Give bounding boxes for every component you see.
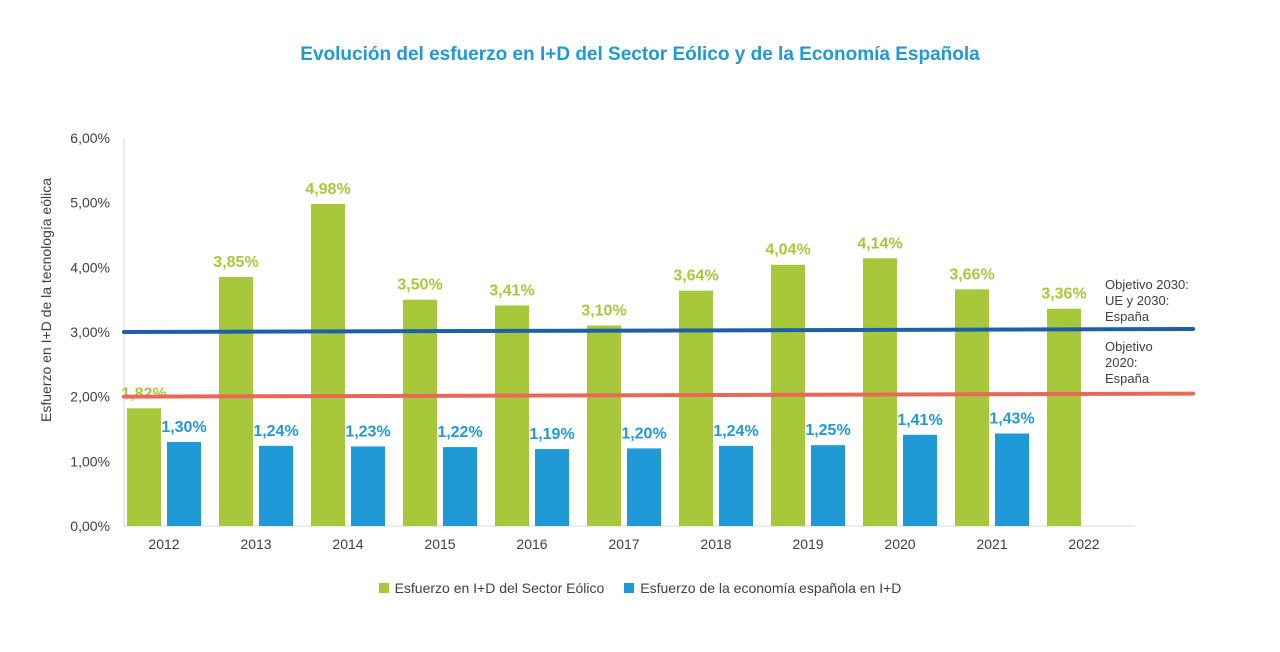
reference-label-2020: España <box>1105 371 1150 386</box>
data-label-wind: 3,66% <box>949 266 994 283</box>
data-label-economy: 1,43% <box>989 411 1034 428</box>
data-label-wind: 3,10% <box>581 303 626 320</box>
bar-wind <box>863 258 897 526</box>
bar-economy <box>903 434 937 526</box>
data-label-economy: 1,24% <box>713 423 758 440</box>
bar-economy <box>995 433 1029 526</box>
reference-label-2030: UE y 2030: <box>1105 293 1169 308</box>
data-label-economy: 1,41% <box>897 412 942 429</box>
reference-line-2030 <box>122 327 1195 334</box>
data-label-wind: 4,98% <box>305 181 350 198</box>
bar-wind <box>955 289 989 526</box>
data-label-wind: 1,82% <box>121 385 166 402</box>
x-tick-label: 2019 <box>792 536 823 552</box>
legend-swatch-economy <box>624 583 635 593</box>
data-label-wind: 4,14% <box>857 235 902 252</box>
bar-wind <box>219 277 253 526</box>
bar-economy <box>443 447 477 526</box>
y-tick-label: 4,00% <box>70 259 110 275</box>
bar-wind <box>403 299 437 526</box>
bar-economy <box>167 441 201 526</box>
y-tick-label: 1,00% <box>70 453 110 469</box>
y-tick-label: 6,00% <box>70 130 110 146</box>
bar-economy <box>259 445 293 526</box>
reference-line-2020 <box>122 391 1195 399</box>
data-label-economy: 1,23% <box>345 423 390 440</box>
y-tick-label: 2,00% <box>70 389 110 405</box>
x-tick-label: 2015 <box>424 536 455 552</box>
y-tick-label: 5,00% <box>70 195 110 211</box>
bar-economy <box>351 446 385 526</box>
legend-label-economy: Esfuerzo de la economía española en I+D <box>640 580 902 596</box>
data-label-wind: 3,50% <box>397 277 442 294</box>
bar-wind <box>311 203 345 526</box>
data-label-wind: 4,04% <box>765 242 810 259</box>
y-tick-label: 0,00% <box>70 518 110 534</box>
bar-economy <box>627 448 661 526</box>
data-label-wind: 3,64% <box>673 268 718 285</box>
x-tick-label: 2014 <box>332 536 363 552</box>
y-tick-label: 3,00% <box>70 324 110 340</box>
reference-label-2030: Objetivo 2030: <box>1105 277 1189 292</box>
legend-swatch-wind <box>378 583 389 593</box>
data-label-economy: 1,25% <box>805 422 850 439</box>
x-tick-label: 2012 <box>148 536 179 552</box>
x-tick-label: 2016 <box>516 536 547 552</box>
bar-wind <box>1047 308 1081 526</box>
data-label-economy: 1,30% <box>161 419 206 436</box>
legend: Esfuerzo en I+D del Sector Eólico Esfuer… <box>0 580 1280 596</box>
x-tick-label: 2013 <box>240 536 271 552</box>
chart-title: Evolución del esfuerzo en I+D del Sector… <box>300 44 980 65</box>
reference-label-2020: 2020: <box>1105 355 1138 370</box>
legend-item-wind: Esfuerzo en I+D del Sector Eólico <box>378 580 605 596</box>
reference-label-2030: España <box>1105 309 1150 324</box>
data-label-economy: 1,24% <box>253 423 298 440</box>
legend-label-wind: Esfuerzo en I+D del Sector Eólico <box>394 580 605 596</box>
data-label-wind: 3,41% <box>489 282 534 299</box>
reference-label-2020: Objetivo <box>1105 339 1153 354</box>
bar-wind <box>679 290 713 526</box>
x-tick-label: 2021 <box>976 536 1007 552</box>
bar-economy <box>811 445 845 526</box>
legend-item-economy: Esfuerzo de la economía española en I+D <box>624 580 901 596</box>
bar-wind <box>495 305 529 526</box>
data-label-economy: 1,20% <box>621 425 666 442</box>
bar-economy <box>719 445 753 526</box>
data-label-economy: 1,22% <box>437 424 482 441</box>
data-label-wind: 3,36% <box>1041 286 1086 303</box>
x-tick-label: 2017 <box>608 536 639 552</box>
data-label-economy: 1,19% <box>529 426 574 443</box>
x-tick-label: 2020 <box>884 536 915 552</box>
x-tick-label: 2018 <box>700 536 731 552</box>
bar-economy <box>535 449 569 526</box>
data-label-wind: 3,85% <box>213 254 258 271</box>
bar-wind <box>127 408 161 526</box>
bar-wind <box>587 325 621 526</box>
x-tick-label: 2022 <box>1068 536 1099 552</box>
